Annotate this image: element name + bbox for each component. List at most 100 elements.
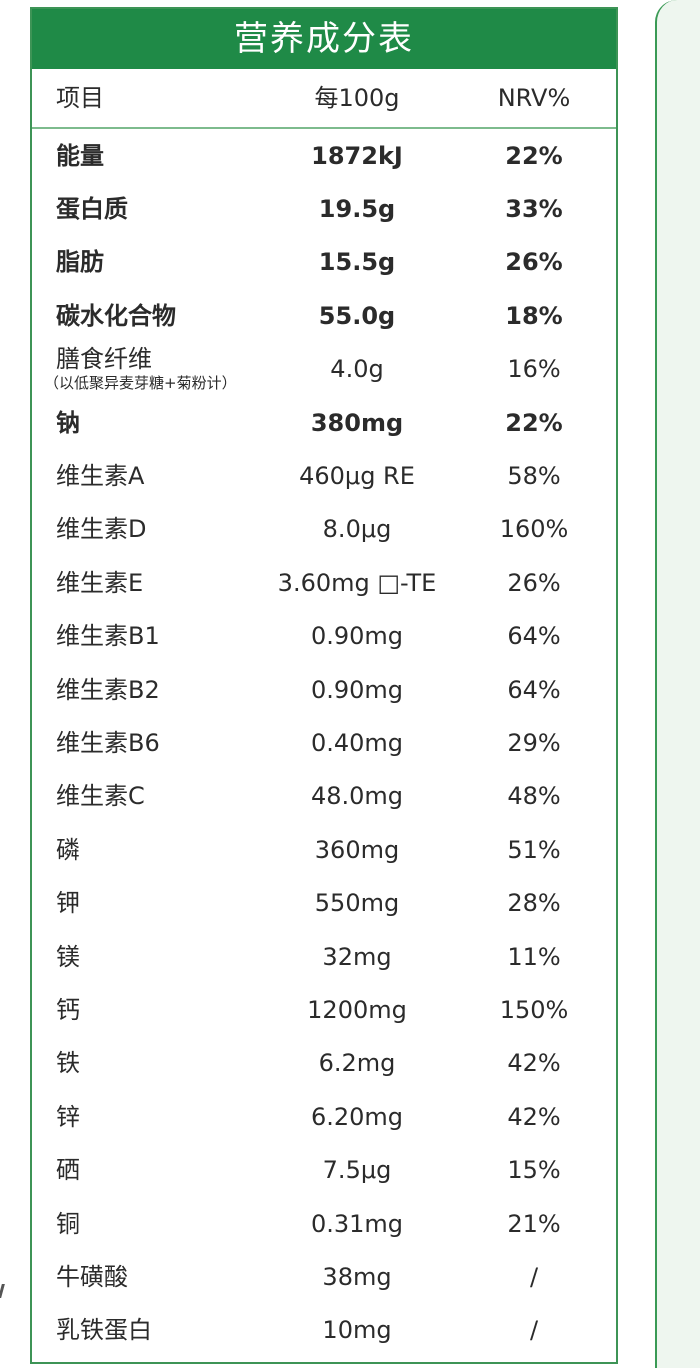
nutrient-value: 15.5g bbox=[318, 248, 396, 277]
nutrient-name: 钾 bbox=[56, 889, 80, 918]
nutrient-nrv: 42% bbox=[507, 1049, 561, 1078]
nutrient-value: 380mg bbox=[310, 408, 404, 437]
nutrient-name: 维生素E bbox=[56, 568, 144, 597]
nutrient-name: 牛磺酸 bbox=[56, 1262, 128, 1291]
nutrient-name: 乳铁蛋白 bbox=[56, 1316, 152, 1345]
table-row: 铜 0.31mg 21% bbox=[32, 1197, 616, 1250]
nutrient-value: 19.5g bbox=[318, 195, 396, 224]
nutrient-value: 0.90mg bbox=[310, 675, 404, 704]
nutrient-nrv: 33% bbox=[505, 195, 563, 224]
table-row: 维生素D 8.0μg 160% bbox=[32, 503, 616, 556]
nutrient-name: 钠 bbox=[56, 408, 80, 437]
nutrient-nrv: 11% bbox=[507, 942, 561, 971]
table-row: 碳水化合物 55.0g 18% bbox=[32, 289, 616, 342]
nutrient-name: 维生素D bbox=[56, 515, 147, 544]
nutrient-name: 维生素B2 bbox=[56, 675, 160, 704]
nutrient-value: 550mg bbox=[314, 889, 400, 918]
nutrient-nrv: 22% bbox=[505, 141, 563, 170]
header-item: 项目 bbox=[56, 84, 104, 112]
nutrient-value: 6.2mg bbox=[318, 1049, 396, 1078]
nutrient-name: 能量 bbox=[56, 141, 104, 170]
nutrient-nrv: 150% bbox=[499, 995, 569, 1024]
table-row: 钙 1200mg 150% bbox=[32, 983, 616, 1036]
table-row: 能量 1872kJ 22% bbox=[32, 129, 616, 182]
nutrition-table: 营养成分表 项目 每100g NRV% 能量 1872kJ 22% 蛋白质 19.5g 3… bbox=[30, 7, 618, 1364]
table-row: 乳铁蛋白 10mg / bbox=[32, 1304, 616, 1357]
nutrient-nrv: 64% bbox=[507, 622, 561, 651]
table-row: 蛋白质 19.5g 33% bbox=[32, 182, 616, 235]
header-row: 项目 每100g NRV% bbox=[32, 69, 616, 129]
table-row: 钠 380mg 22% bbox=[32, 396, 616, 449]
nutrient-nrv: 21% bbox=[507, 1209, 561, 1238]
table-row: 维生素E 3.60mg □-TE 26% bbox=[32, 556, 616, 609]
nutrient-name: 蛋白质 bbox=[56, 195, 128, 224]
nutrient-value: 0.90mg bbox=[310, 622, 404, 651]
nutrient-value: 55.0g bbox=[318, 301, 396, 330]
nutrient-name: 锌 bbox=[56, 1102, 80, 1131]
nutrient-name: 碳水化合物 bbox=[56, 301, 176, 330]
nutrient-value: 10mg bbox=[322, 1316, 392, 1345]
nutrient-note: （以低聚异麦芽糖+菊粉计） bbox=[44, 373, 237, 392]
nutrient-nrv: / bbox=[529, 1262, 539, 1291]
table-row: 钾 550mg 28% bbox=[32, 876, 616, 929]
nutrient-name: 维生素B1 bbox=[56, 622, 160, 651]
table-row: 维生素A 460μg RE 58% bbox=[32, 449, 616, 502]
nutrient-value: 6.20mg bbox=[310, 1102, 404, 1131]
table-row: 维生素B1 0.90mg 64% bbox=[32, 610, 616, 663]
nutrient-value: 460μg RE bbox=[299, 462, 415, 491]
nutrient-nrv: 28% bbox=[507, 889, 561, 918]
nutrient-nrv: 42% bbox=[507, 1102, 561, 1131]
table-row: 脂肪 15.5g 26% bbox=[32, 236, 616, 289]
table-title: 营养成分表 bbox=[32, 9, 616, 69]
nutrient-nrv: 58% bbox=[507, 462, 561, 491]
nutrient-nrv: 51% bbox=[507, 835, 561, 864]
header-nrv: NRV% bbox=[497, 84, 571, 112]
nutrient-value: 360mg bbox=[314, 835, 400, 864]
nutrient-value: 32mg bbox=[322, 942, 392, 971]
nutrient-nrv: 48% bbox=[507, 782, 561, 811]
nutrient-name: 铜 bbox=[56, 1209, 80, 1238]
nutrient-value: 0.31mg bbox=[310, 1209, 404, 1238]
nutrient-value: 1200mg bbox=[307, 995, 407, 1024]
nutrient-name: 钙 bbox=[56, 995, 80, 1024]
nutrient-nrv: / bbox=[529, 1316, 539, 1345]
table-row: 维生素B6 0.40mg 29% bbox=[32, 716, 616, 769]
nutrient-value: 0.40mg bbox=[310, 728, 404, 757]
nutrient-nrv: 16% bbox=[507, 355, 561, 384]
nutrient-name: 维生素B6 bbox=[56, 728, 160, 757]
header-per100g: 每100g bbox=[314, 84, 400, 112]
nutrient-name: 维生素C bbox=[56, 782, 145, 811]
nutrient-nrv: 22% bbox=[505, 408, 563, 437]
nutrient-value: 7.5μg bbox=[322, 1156, 392, 1185]
nutrient-value: 4.0g bbox=[330, 355, 384, 384]
table-row: 硒 7.5μg 15% bbox=[32, 1143, 616, 1196]
nutrient-nrv: 160% bbox=[499, 515, 569, 544]
table-row: 锌 6.20mg 42% bbox=[32, 1090, 616, 1143]
table-row: 维生素C 48.0mg 48% bbox=[32, 770, 616, 823]
nutrient-value: 1872kJ bbox=[311, 141, 403, 170]
nutrient-name: 铁 bbox=[56, 1049, 80, 1078]
nutrient-nrv: 18% bbox=[505, 301, 563, 330]
nutrient-name: 磷 bbox=[56, 835, 80, 864]
table-row: 膳食纤维 （以低聚异麦芽糖+菊粉计） 4.0g 16% bbox=[32, 343, 616, 396]
nutrient-name: 维生素A bbox=[56, 462, 145, 491]
table-row: 镁 32mg 11% bbox=[32, 930, 616, 983]
nutrient-nrv: 29% bbox=[507, 728, 561, 757]
nutrient-nrv: 26% bbox=[505, 248, 563, 277]
table-body: 能量 1872kJ 22% 蛋白质 19.5g 33% 脂肪 15.5g 26% 碳水化合物 55.… bbox=[32, 129, 616, 1357]
nutrient-nrv: 15% bbox=[507, 1156, 561, 1185]
nutrient-name: 膳食纤维 bbox=[56, 344, 152, 373]
nutrient-name: 镁 bbox=[56, 942, 80, 971]
nutrient-value: 48.0mg bbox=[310, 782, 404, 811]
table-row: 维生素B2 0.90mg 64% bbox=[32, 663, 616, 716]
nutrient-nrv: 26% bbox=[507, 568, 561, 597]
table-row: 磷 360mg 51% bbox=[32, 823, 616, 876]
table-row: 牛磺酸 38mg / bbox=[32, 1250, 616, 1303]
nutrient-name: 脂肪 bbox=[56, 248, 104, 277]
nutrient-nrv: 64% bbox=[507, 675, 561, 704]
side-panel bbox=[655, 0, 700, 1368]
nutrient-name: 硒 bbox=[56, 1156, 80, 1185]
edge-mark bbox=[0, 1284, 5, 1298]
table-row: 铁 6.2mg 42% bbox=[32, 1037, 616, 1090]
nutrient-value: 3.60mg □-TE bbox=[277, 568, 437, 597]
